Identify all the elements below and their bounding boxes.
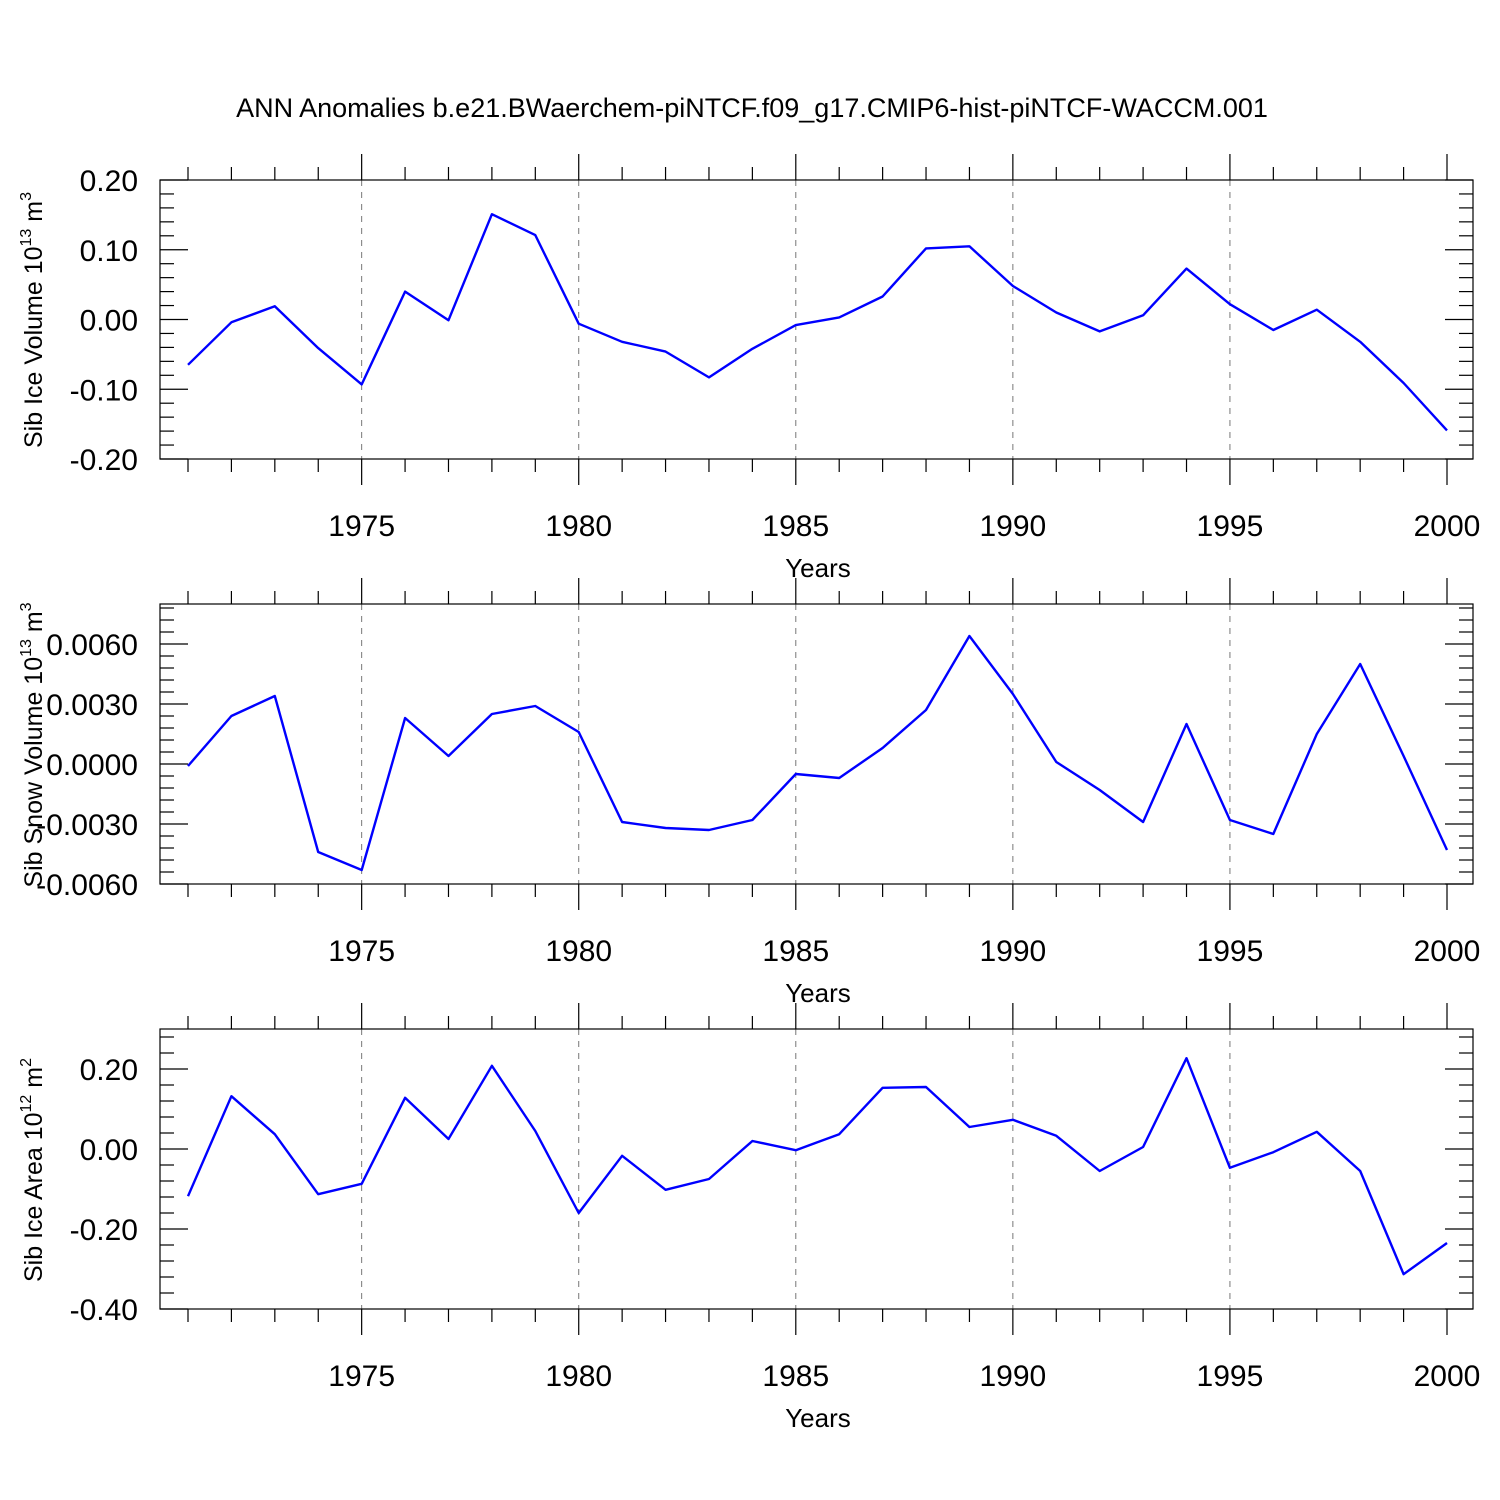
x-tick-label: 2000: [1414, 935, 1481, 968]
y-tick-label: 0.10: [80, 235, 138, 268]
y-tick-label: -0.40: [70, 1294, 138, 1327]
x-tick-label: 1995: [1197, 1360, 1264, 1393]
series-line-1: [186, 1056, 1448, 1276]
x-tick-label: 1985: [762, 1360, 829, 1393]
x-tick-label: 1985: [762, 935, 829, 968]
x-tick-label: 1995: [1197, 510, 1264, 543]
panel-2: -0.0060 -0.0030 0.0000 0.0030 0.0060 1975 1980…: [18, 578, 1480, 1008]
y-axis-label-unit: m: [20, 201, 48, 229]
y-tick-label: -0.10: [70, 374, 138, 407]
y-axis-label-exponent: 13: [18, 639, 35, 657]
y-axis-label-base: Sib Ice Volume 10: [20, 246, 48, 448]
y-tick-label: 0.00: [80, 1134, 138, 1167]
x-tick-label: 1980: [545, 510, 612, 543]
x-tick-label: 1985: [762, 510, 829, 543]
y-axis-label-base: Sib Snow Volume 10: [20, 657, 48, 888]
y-tick-label: -0.0030: [36, 809, 138, 842]
plot-frame: [159, 1028, 1474, 1310]
y-axis-label-exponent: 12: [18, 1095, 35, 1113]
y-tick-label: -0.0060: [36, 869, 138, 902]
x-axis-label: Years: [785, 553, 851, 583]
x-tick-label: 1980: [545, 935, 612, 968]
series-line-1: [187, 634, 1449, 872]
y-axis-label-unit: m: [20, 1067, 48, 1095]
panel-1: -0.20 -0.10 0.00 0.10 0.20 1975 1980 1985 1990 19…: [18, 154, 1480, 583]
panel-3: -0.40 -0.20 0.00 0.20 1975 1980 1985 1990 1995 20…: [18, 1003, 1480, 1433]
y-tick-label: 0.0030: [46, 689, 138, 722]
y-tick-label: 0.20: [80, 165, 138, 198]
x-axis-label: Years: [785, 1403, 851, 1433]
plot-frame: [159, 179, 1474, 460]
panels: -0.20 -0.10 0.00 0.10 0.20 1975 1980 1985 1990 19…: [18, 154, 1480, 1433]
y-axis-label-unit: m: [20, 611, 48, 639]
y-axis-label-exponent: 13: [18, 229, 35, 247]
y-axis-label: Sib Ice Volume 1013 m3: [18, 192, 48, 448]
y-axis-label-unit-exponent: 3: [18, 192, 35, 201]
x-tick-label: 1975: [328, 935, 395, 968]
y-tick-label: -0.20: [70, 444, 138, 477]
y-tick-label: 0.00: [80, 305, 138, 338]
x-tick-label: 2000: [1414, 510, 1481, 543]
y-axis-label-base: Sib Ice Area 10: [20, 1112, 48, 1282]
x-axis-label: Years: [785, 978, 851, 1008]
y-tick-label: 0.0000: [46, 749, 138, 782]
x-tick-label: 1975: [328, 510, 395, 543]
y-axis-label: Sib Snow Volume 1013 m3: [18, 602, 48, 887]
x-tick-label: 1980: [545, 1360, 612, 1393]
x-tick-label: 1990: [979, 935, 1046, 968]
x-tick-label: 1990: [979, 510, 1046, 543]
chart-title: ANN Anomalies b.e21.BWaerchem-piNTCF.f09…: [236, 93, 1268, 123]
y-tick-label: 0.20: [80, 1054, 138, 1087]
y-tick-label: 0.0060: [46, 629, 138, 662]
series-line-1: [187, 212, 1448, 432]
x-tick-label: 2000: [1414, 1360, 1481, 1393]
x-tick-label: 1990: [979, 1360, 1046, 1393]
plot-frame: [159, 603, 1474, 885]
y-tick-label: -0.20: [70, 1214, 138, 1247]
y-axis-label-unit-exponent: 2: [18, 1058, 35, 1067]
x-tick-label: 1995: [1197, 935, 1264, 968]
y-axis-label: Sib Ice Area 1012 m2: [18, 1058, 48, 1282]
x-tick-label: 1975: [328, 1360, 395, 1393]
y-axis-label-unit-exponent: 3: [18, 602, 35, 611]
